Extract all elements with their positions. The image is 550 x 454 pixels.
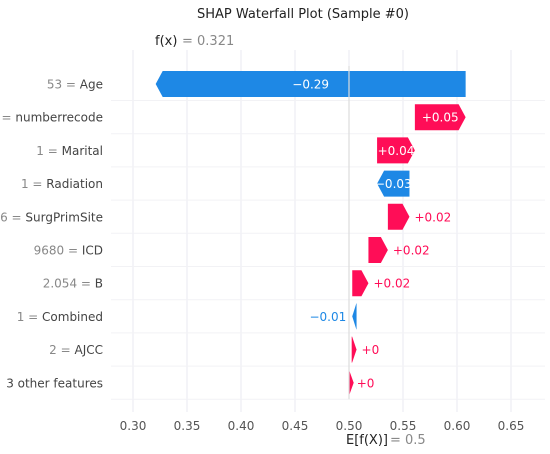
x-tick-label: 0.30 <box>120 419 147 433</box>
shap-value-label: +0.05 <box>422 111 459 125</box>
x-tick-label: 0.60 <box>444 419 471 433</box>
shap-value-label: +0.02 <box>373 277 410 291</box>
waterfall-bar <box>352 270 369 297</box>
waterfall-bar <box>349 369 354 396</box>
waterfall-bar <box>377 137 415 164</box>
waterfall-bar <box>351 336 357 363</box>
shap-value-label: +0.02 <box>393 244 430 258</box>
shap-value-label: −0.01 <box>309 310 346 324</box>
feature-label: 2 = numberrecode <box>0 111 103 125</box>
feature-label: 9680 = ICD <box>34 244 103 258</box>
shap-value-label: −0.29 <box>292 78 329 92</box>
shap-value-label: +0 <box>357 376 375 390</box>
feature-label: 2.054 = B <box>43 277 103 291</box>
feature-label: 3 other features <box>6 376 103 390</box>
base-value-label: E[f(X)] <box>346 433 388 448</box>
x-tick-label: 0.35 <box>174 419 201 433</box>
feature-label: 1 = Radiation <box>21 177 103 191</box>
feature-label: 2 = AJCC <box>49 343 103 357</box>
feature-label: 1 = Combined <box>17 310 103 324</box>
chart-title: SHAP Waterfall Plot (Sample #0) <box>197 7 409 22</box>
fx-label: f(x) <box>155 34 177 49</box>
shap-value-label: +0 <box>362 343 380 357</box>
x-tick-label: 0.50 <box>336 419 363 433</box>
fx-value: = 0.321 <box>182 34 234 49</box>
waterfall-bar <box>387 203 410 230</box>
x-tick-label: 0.45 <box>282 419 309 433</box>
waterfall-bar <box>352 303 357 330</box>
shap-value-label: +0.02 <box>414 210 451 224</box>
x-tick-label: 0.65 <box>498 419 525 433</box>
waterfall-bar <box>414 104 466 131</box>
waterfall-bar <box>155 71 466 97</box>
feature-label: 1 = Marital <box>36 144 103 158</box>
feature-label: 53 = Age <box>47 78 103 92</box>
feature-label: 26 = SurgPrimSite <box>0 210 103 224</box>
shap-value-label: −0.03 <box>375 177 412 191</box>
x-tick-label: 0.55 <box>390 419 417 433</box>
base-value-text: = 0.5 <box>390 433 426 448</box>
waterfall-bar <box>368 237 388 263</box>
x-tick-label: 0.40 <box>228 419 255 433</box>
waterfall-bar <box>377 170 410 197</box>
shap-value-label: +0.04 <box>378 144 415 158</box>
